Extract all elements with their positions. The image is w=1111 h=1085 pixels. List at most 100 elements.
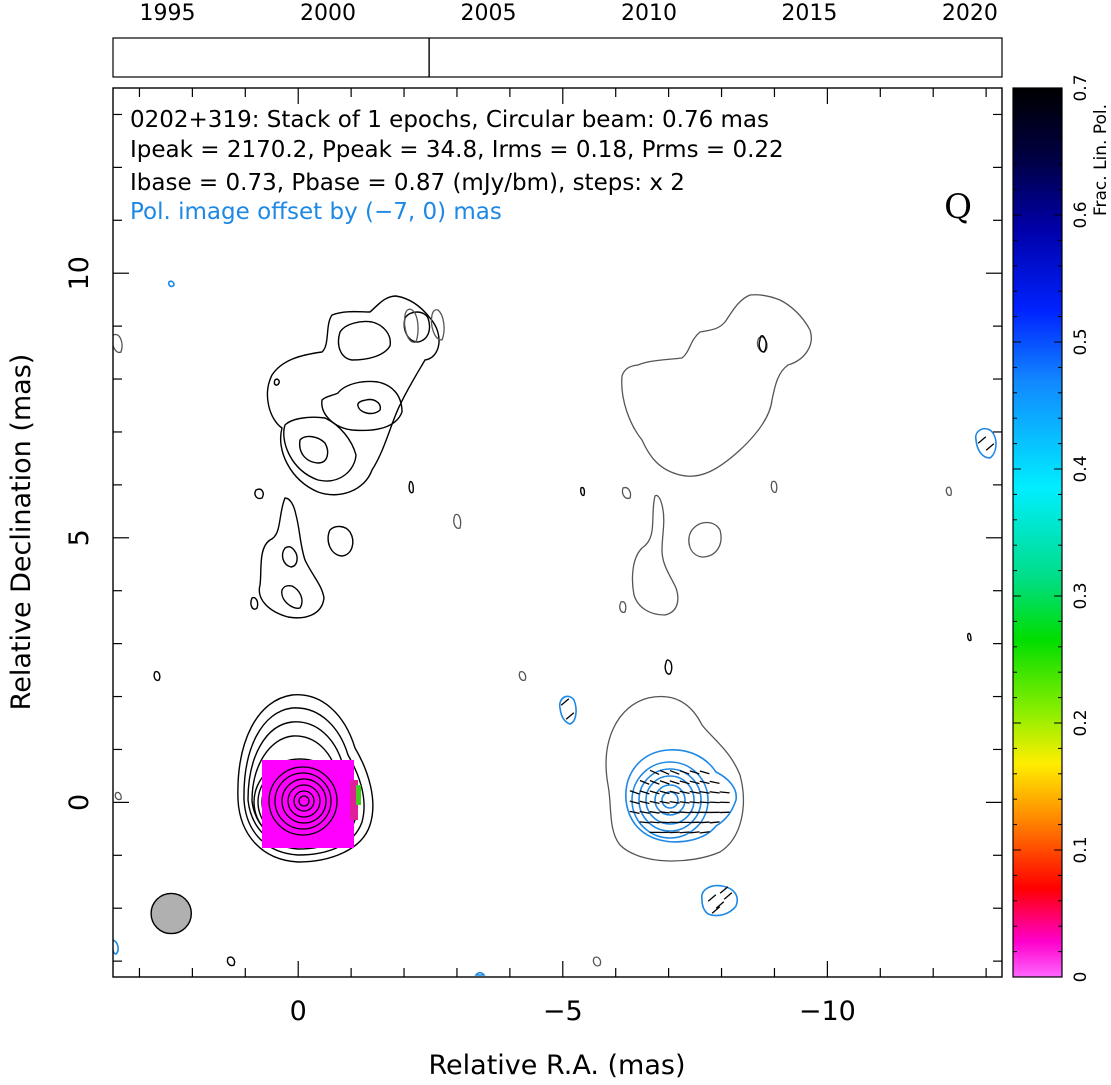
colorbar-tick-label: 0.7	[1071, 74, 1091, 101]
pol-contour-5	[654, 784, 686, 816]
x-tick-label: −5	[543, 996, 583, 1027]
y-axis-ticks	[113, 113, 1002, 962]
y-axis-tick-labels: 0 5 10	[64, 256, 95, 811]
evpa-vector	[699, 770, 710, 775]
image-content	[113, 280, 997, 976]
evpa-vector	[689, 831, 700, 834]
y-tick-label: 5	[64, 529, 95, 546]
evpa-vector	[629, 810, 640, 814]
offset-noise-3	[453, 513, 462, 529]
pol-contour-6	[661, 791, 679, 809]
colorbar-tick-labels: 0 0.1 0.2 0.3 0.4 0.5 0.6 0.7	[1071, 74, 1091, 982]
offset-noise-2	[621, 486, 632, 500]
colorbar-tick-label: 0.3	[1071, 582, 1091, 609]
evpa-vector	[639, 790, 650, 795]
core-contour-outer	[237, 694, 374, 863]
timeline-year-label: 2000	[300, 1, 356, 26]
evpa-vector	[699, 821, 710, 824]
annotation-line-1: 0202+319: Stack of 1 epochs, Circular be…	[130, 107, 769, 133]
evpa-vector	[639, 800, 650, 805]
jet-contour-mid-inner	[281, 545, 298, 568]
evpa-vector	[659, 780, 670, 785]
offset-noise-9	[114, 791, 122, 801]
pol-contour-outer	[625, 749, 738, 843]
evpa-vector	[649, 821, 660, 824]
restoring-beam	[150, 892, 193, 935]
evpa-vector	[649, 790, 660, 795]
offset-jet-contour-north	[621, 294, 812, 477]
core-contour-8	[268, 766, 338, 836]
evpa-vector	[669, 769, 680, 775]
pol-contour-bottom	[474, 971, 486, 976]
total-intensity-contours	[153, 295, 440, 967]
timeline-year-label: 2015	[781, 1, 837, 26]
colorbar-tick-label: 0.6	[1071, 201, 1091, 228]
pol-contour-4	[645, 775, 695, 825]
jet-contour-mid-outer	[258, 497, 325, 619]
evpa-vector	[709, 780, 720, 784]
evpa-vector	[719, 791, 730, 794]
jet-contour-small-1	[254, 488, 264, 500]
colorbar: 0 0.1 0.2 0.3 0.4 0.5 0.6 0.7 Frac. Lin. Pol.	[1012, 74, 1111, 982]
offset-noise-7	[592, 956, 602, 967]
x-tick-label: 0	[290, 996, 307, 1027]
offset-noise-6	[518, 670, 527, 682]
timeline-year-label: 2005	[460, 1, 516, 26]
offset-black-knots	[580, 335, 972, 675]
x-axis-tick-labels: 0 −5 −10	[290, 996, 856, 1027]
core-frac-pol-edge-green	[356, 785, 361, 805]
polarization-contours	[113, 280, 997, 976]
evpa-vector	[689, 801, 700, 804]
timeline-year-label: 1995	[140, 1, 196, 26]
evpa-vector	[679, 811, 690, 814]
colorbar-tick-label: 0.5	[1071, 328, 1091, 355]
timeline-year-labels: 1995 2000 2005 2010 2015 2020	[140, 1, 998, 26]
offset-knot-d	[580, 486, 586, 497]
timeline: 1995 2000 2005 2010 2015 2020	[112, 1, 1003, 78]
offset-noise-8	[113, 333, 123, 354]
offset-jet-contour-mid	[631, 494, 679, 616]
offset-noise-1	[619, 600, 627, 614]
pol-contour-top	[168, 280, 175, 288]
pol-contour-3	[638, 768, 702, 832]
evpa-vector	[679, 801, 690, 804]
colorbar-tick-label: 0.1	[1071, 836, 1091, 863]
colorbar-gradient	[1012, 87, 1063, 978]
evpa-vector	[699, 831, 710, 834]
core-contour-13	[298, 795, 310, 807]
evpa-vector	[669, 831, 680, 834]
evpa-vector	[565, 712, 575, 720]
jet-contour-mid-north-2	[321, 380, 403, 432]
evpa-vector	[709, 801, 720, 804]
y-axis-label: Relative Declination (mas)	[6, 354, 37, 711]
evpa-vector	[639, 779, 650, 785]
colorbar-tick-label: 0.2	[1071, 709, 1091, 736]
evpa-vector	[689, 790, 700, 794]
annotation-line-3: Ibase = 0.73, Pbase = 0.87 (mJy/bm), ste…	[130, 170, 685, 196]
evpa-vector	[679, 770, 690, 775]
evpa-vector	[985, 443, 995, 451]
x-tick-label: −10	[799, 996, 856, 1027]
evpa-vector	[669, 790, 680, 795]
band-label: Q	[944, 187, 972, 227]
evpa-vector	[699, 801, 710, 804]
plot-frame	[112, 87, 1003, 978]
colorbar-label: Frac. Lin. Pol.	[1091, 104, 1111, 216]
offset-core-contour	[605, 696, 745, 862]
offset-knot-e	[967, 632, 972, 642]
evpa-vector	[669, 811, 680, 814]
jet-contour-small-3	[273, 378, 280, 386]
jet-contour-small-2	[250, 596, 259, 610]
evpa-vector	[659, 800, 670, 804]
evpa-vector	[629, 790, 640, 795]
pol-contour-2	[631, 761, 709, 839]
evpa-vectors	[560, 436, 995, 914]
evpa-vector	[669, 780, 680, 785]
core-frac-pol-edge	[350, 780, 358, 820]
evpa-vector	[679, 790, 690, 795]
evpa-vector	[659, 769, 670, 775]
evpa-vector	[689, 780, 700, 785]
offset-knot-b	[758, 335, 767, 353]
offset-noise-4	[770, 480, 778, 494]
